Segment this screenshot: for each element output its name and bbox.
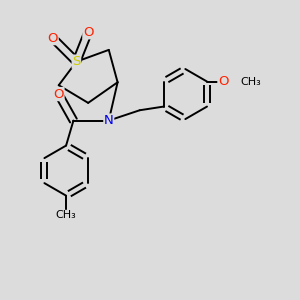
Text: O: O — [83, 26, 93, 39]
Text: CH₃: CH₃ — [240, 76, 261, 86]
Text: O: O — [48, 32, 58, 45]
Text: CH₃: CH₃ — [56, 210, 76, 220]
Text: O: O — [53, 88, 64, 100]
Text: S: S — [72, 55, 81, 68]
Text: O: O — [218, 75, 229, 88]
Text: N: N — [104, 114, 114, 127]
